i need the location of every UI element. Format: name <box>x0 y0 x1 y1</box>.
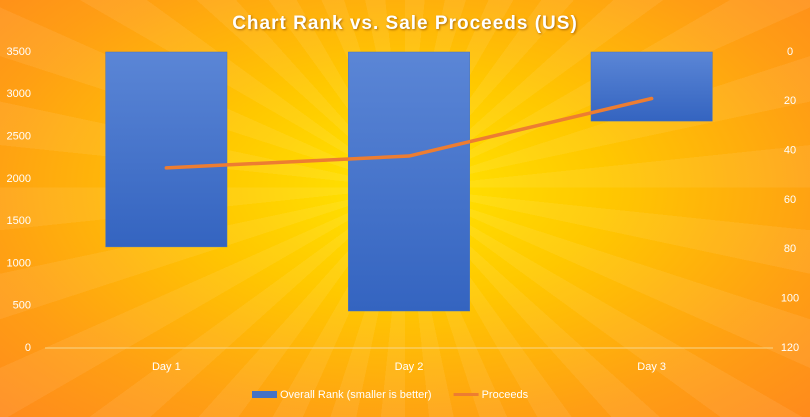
x-tick-label: Day 2 <box>395 361 424 373</box>
y2-tick-label: 0 <box>787 46 793 58</box>
y2-tick-label: 40 <box>784 145 796 157</box>
chart-title: Chart Rank vs. Sale Proceeds (US) <box>232 13 578 34</box>
x-tick-label: Day 1 <box>152 361 181 373</box>
x-tick-label: Day 3 <box>637 361 666 373</box>
bar <box>590 51 713 122</box>
bar <box>348 51 470 312</box>
line <box>164 96 654 170</box>
bar <box>105 51 228 248</box>
y-tick-label: 2000 <box>7 173 31 185</box>
y2-tick-label: 60 <box>784 194 796 206</box>
y-tick-label: 0 <box>25 342 31 354</box>
y2-tick-label: 20 <box>784 95 796 107</box>
y-tick-label: 500 <box>13 300 31 312</box>
y-tick-label: 1000 <box>7 257 31 269</box>
y-tick-label: 3500 <box>7 46 31 58</box>
legend-swatch <box>252 391 277 398</box>
y-tick-label: 1500 <box>7 215 31 227</box>
y-tick-label: 3000 <box>7 88 31 100</box>
y2-tick-label: 100 <box>781 293 799 305</box>
y-tick-label: 2500 <box>7 130 31 142</box>
y2-tick-label: 120 <box>781 342 799 354</box>
legend-label: Proceeds <box>482 389 529 401</box>
legend-label: Overall Rank (smaller is better) <box>280 389 432 401</box>
y2-tick-label: 80 <box>784 243 796 255</box>
